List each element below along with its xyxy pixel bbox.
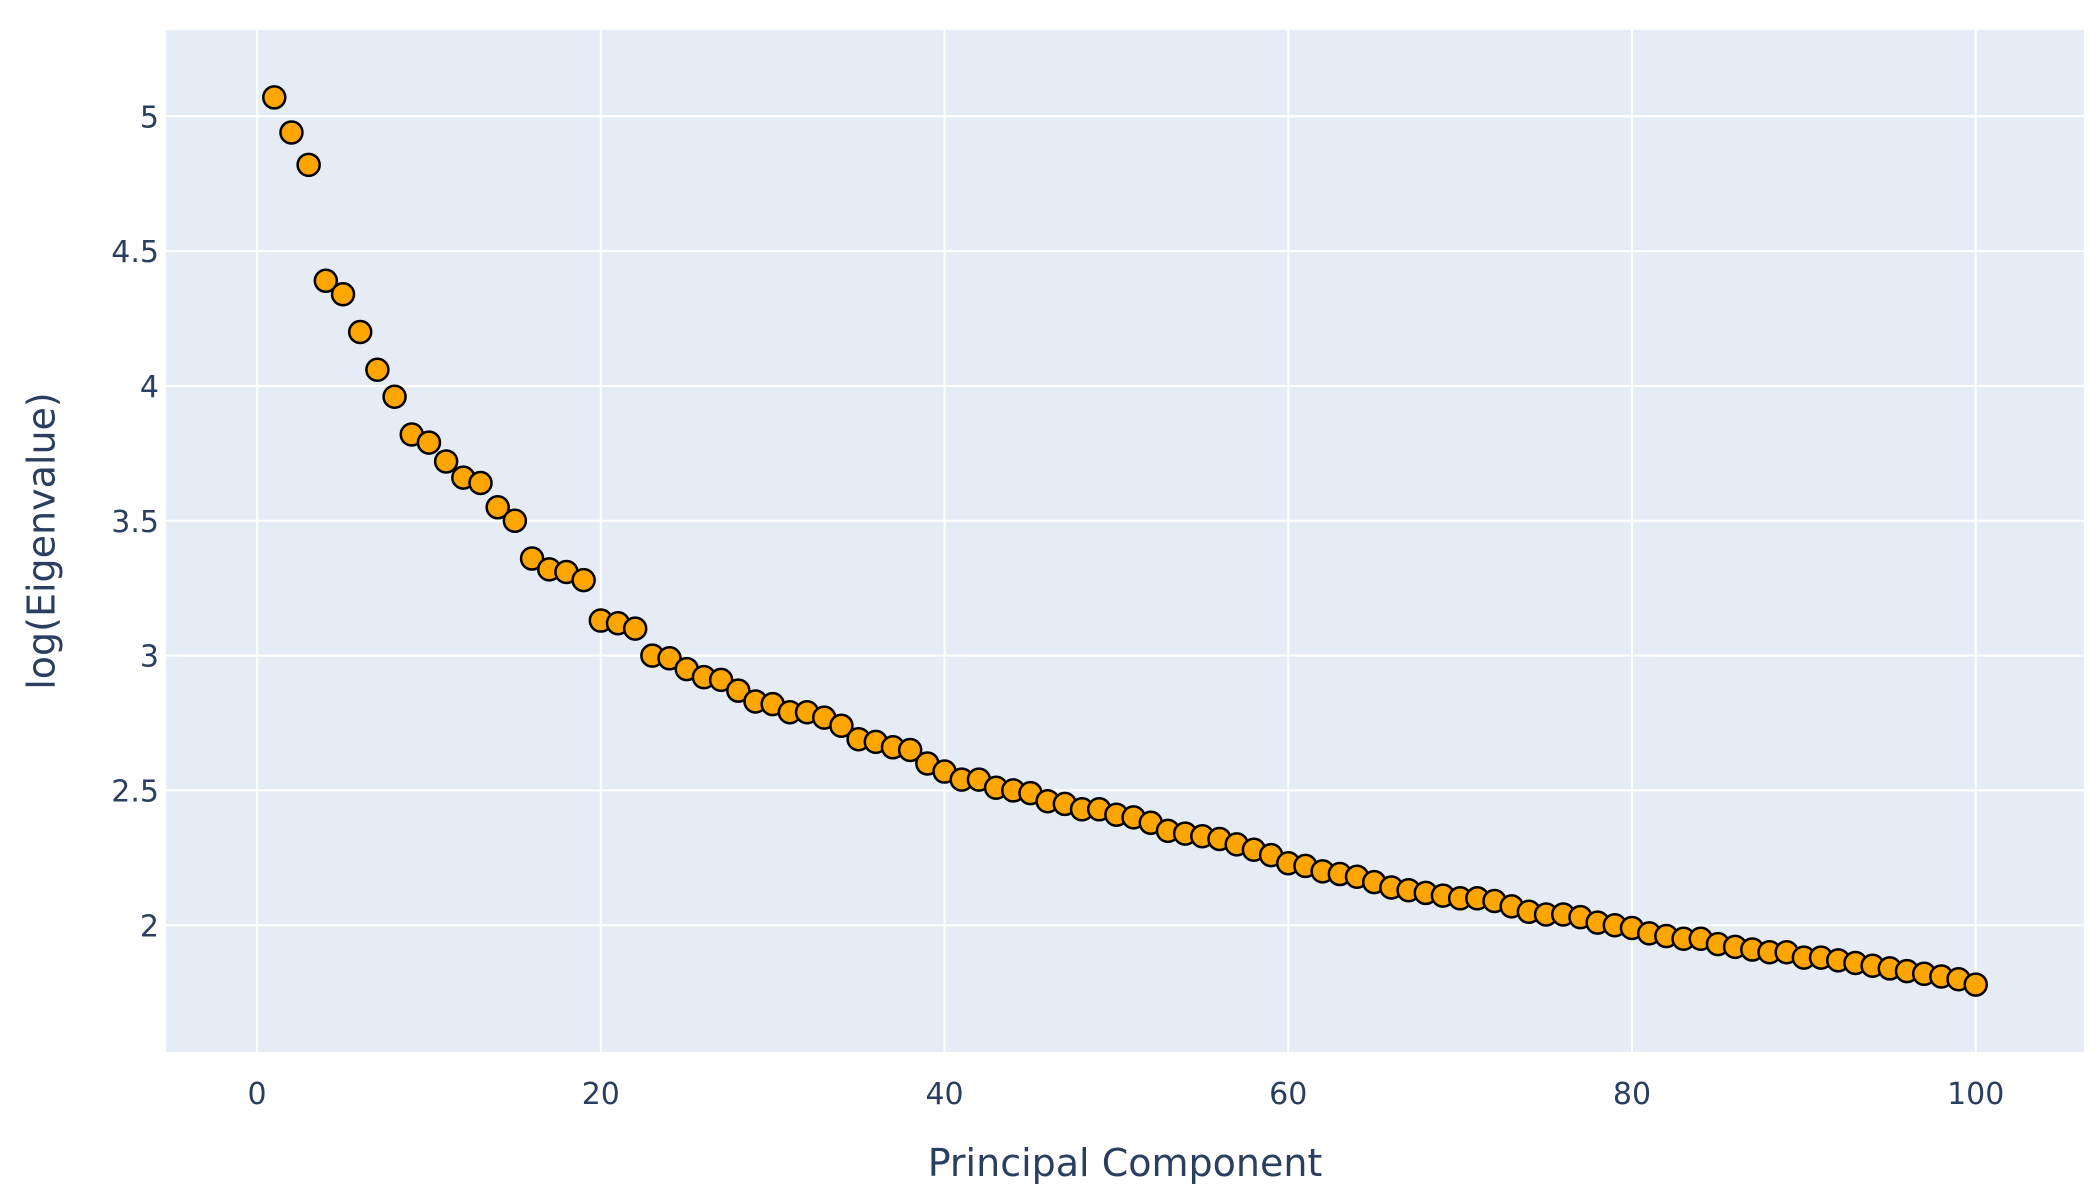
- data-point: [330, 282, 356, 307]
- y-tick-label: 5: [140, 100, 159, 135]
- data-point: [708, 667, 734, 693]
- x-tick-label: 0: [248, 1077, 267, 1112]
- data-point: [571, 567, 596, 593]
- x-axis-ticks: 0 20 40 60 80 100: [248, 1077, 2005, 1112]
- y-tick-label: 4.5: [111, 235, 159, 270]
- data-points: [262, 85, 1988, 997]
- data-point: [365, 357, 390, 383]
- y-tick-label: 3: [140, 640, 159, 675]
- data-point: [829, 713, 854, 738]
- data-point: [502, 508, 528, 534]
- x-tick-label: 100: [1947, 1077, 2004, 1112]
- data-point: [382, 384, 407, 409]
- data-point: [1963, 972, 1988, 997]
- y-tick-label: 3.5: [111, 505, 159, 540]
- y-tick-label: 2: [140, 909, 159, 944]
- x-tick-label: 80: [1613, 1077, 1651, 1112]
- plot-area: [166, 30, 2084, 1052]
- y-tick-label: 4: [140, 370, 159, 405]
- data-point: [262, 85, 287, 110]
- data-point: [296, 152, 321, 178]
- data-point: [485, 495, 510, 520]
- x-axis-title: Principal Component: [928, 1141, 1323, 1185]
- grid-lines: [166, 30, 2084, 1052]
- data-point: [279, 120, 304, 145]
- x-tick-label: 60: [1269, 1077, 1307, 1112]
- y-tick-label: 2.5: [111, 774, 159, 809]
- data-point: [347, 319, 373, 345]
- data-point: [416, 430, 442, 455]
- data-point: [433, 449, 459, 474]
- data-point: [622, 616, 648, 641]
- data-point: [897, 737, 923, 763]
- y-axis-title: log(Eigenvalue): [20, 392, 64, 690]
- y-axis-ticks: 2 2.5 3 3.5 4 4.5 5: [111, 100, 159, 944]
- data-point: [313, 268, 339, 294]
- x-tick-label: 20: [582, 1077, 620, 1112]
- data-point: [519, 546, 545, 571]
- data-point: [468, 470, 493, 496]
- data-point: [726, 678, 751, 703]
- x-tick-label: 40: [925, 1077, 963, 1112]
- data-point: [657, 646, 682, 671]
